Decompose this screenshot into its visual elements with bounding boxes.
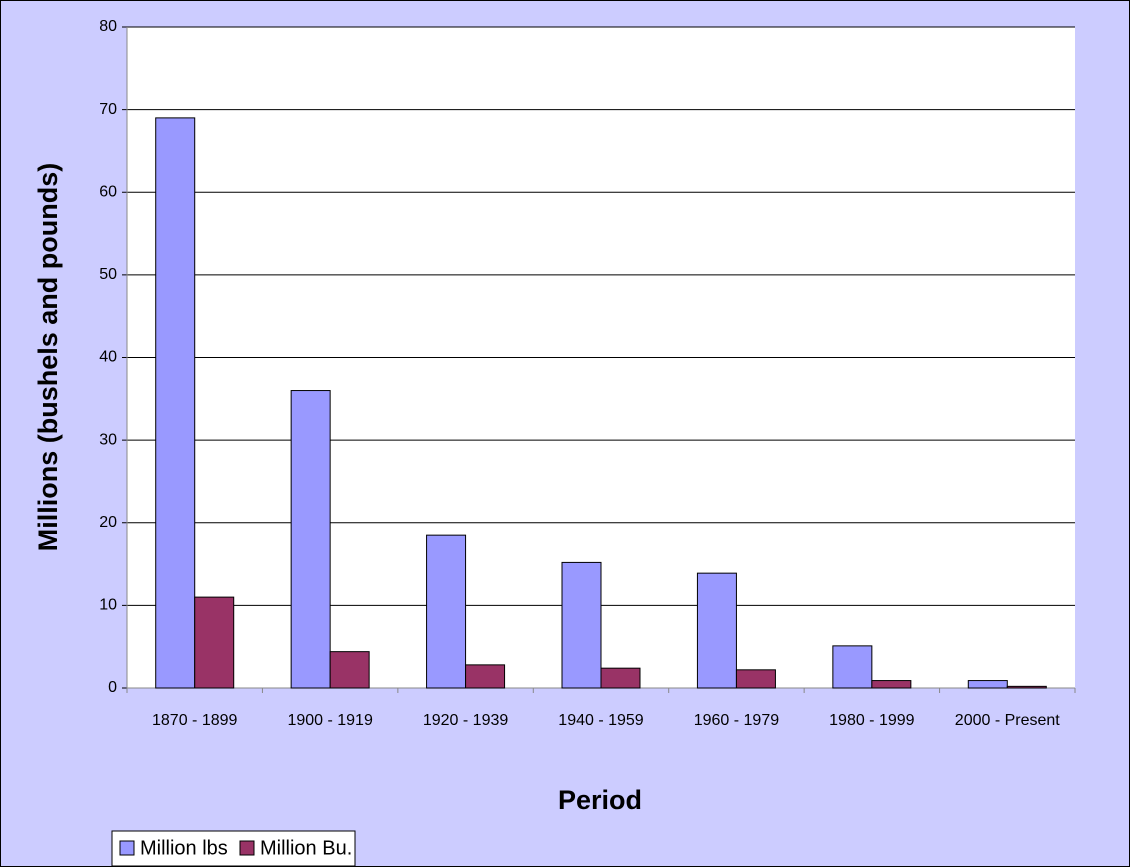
x-tick-label: 2000 - Present <box>955 712 1061 729</box>
y-tick-label: 0 <box>108 679 117 696</box>
legend-label: Million lbs <box>140 837 228 859</box>
y-tick-label: 60 <box>99 183 117 200</box>
x-tick-label: 1940 - 1959 <box>558 712 644 729</box>
x-tick-label: 1900 - 1919 <box>287 712 373 729</box>
y-tick-label: 50 <box>99 266 117 283</box>
bar <box>465 664 506 689</box>
y-tick-label: 20 <box>99 514 117 531</box>
bar <box>426 534 467 689</box>
bar <box>290 390 331 689</box>
y-axis-title: Millions (bushels and pounds) <box>33 163 63 552</box>
x-tick-label: 1870 - 1899 <box>152 712 238 729</box>
bar <box>329 651 370 689</box>
y-tick-label: 10 <box>99 597 117 614</box>
bar <box>832 645 873 689</box>
x-tick-label: 1960 - 1979 <box>694 712 780 729</box>
y-tick-label: 80 <box>99 18 117 35</box>
legend-swatch <box>239 840 255 856</box>
bar <box>1006 685 1047 689</box>
bar <box>561 561 602 689</box>
x-axis-title: Period <box>558 785 642 815</box>
legend <box>111 830 356 867</box>
y-tick-label: 30 <box>99 431 117 448</box>
legend-label: Million Bu. <box>260 837 352 859</box>
bar <box>735 669 776 689</box>
x-tick-label: 1980 - 1999 <box>829 712 915 729</box>
bar <box>155 117 196 689</box>
x-tick-label: 1920 - 1939 <box>423 712 509 729</box>
bar <box>194 596 235 689</box>
legend-swatch <box>119 840 135 856</box>
bar <box>696 572 737 689</box>
y-tick-label: 70 <box>99 101 117 118</box>
bar <box>871 680 912 689</box>
y-tick-label: 40 <box>99 349 117 366</box>
bar <box>600 667 641 689</box>
bar <box>967 680 1008 689</box>
